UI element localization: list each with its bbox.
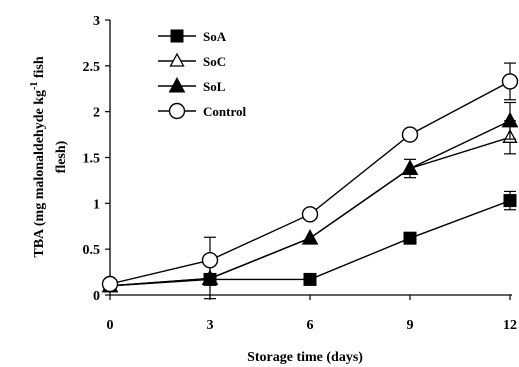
legend-label: SoL — [203, 79, 226, 94]
x-tick-label: 3 — [207, 318, 214, 333]
legend-item-soc: SoC — [158, 52, 226, 69]
data-point — [101, 275, 119, 293]
y-tick-label: 1 — [93, 197, 100, 212]
x-tick-label: 12 — [503, 318, 517, 333]
data-point — [201, 251, 219, 269]
series-control — [101, 62, 519, 293]
data-point — [501, 73, 519, 90]
y-tick-label: 0.5 — [83, 243, 101, 258]
data-point — [301, 206, 319, 223]
data-point — [503, 194, 517, 208]
y-axis-title-end: fish — [32, 56, 47, 82]
y-tick-label: 2.5 — [83, 60, 101, 75]
x-axis-title: Storage time (days) — [247, 350, 363, 365]
legend-label: SoA — [203, 29, 227, 44]
series-sol — [101, 101, 519, 293]
x-tick-label: 9 — [407, 318, 414, 333]
x-tick-label: 0 — [107, 318, 114, 333]
legend-item-soa: SoA — [158, 29, 227, 44]
marker-open-circle — [168, 102, 186, 120]
y-axis-ticks: 0 0.5 1 1.5 2 2.5 3 — [83, 14, 110, 304]
x-axis-ticks: 0 3 6 9 12 — [107, 295, 517, 333]
y-axis-title-main: TBA (mg malonaldehyde kg — [32, 90, 47, 258]
y-tick-label: 1.5 — [83, 152, 101, 167]
legend-label: SoC — [203, 54, 226, 69]
series-layer — [101, 62, 519, 300]
series-line — [109, 120, 511, 287]
data-point — [403, 231, 417, 245]
data-point — [501, 111, 519, 128]
y-tick-label: 2 — [93, 106, 100, 121]
legend-label: Control — [203, 104, 246, 119]
marker-open-triangle — [169, 52, 185, 67]
y-axis-title-line1: TBA (mg malonaldehyde kg-1 fish — [29, 56, 47, 257]
x-tick-label: 6 — [307, 318, 314, 333]
data-point — [401, 159, 419, 175]
legend-item-control: Control — [158, 102, 246, 120]
y-tick-label: 0 — [93, 289, 100, 304]
marker-square — [170, 29, 184, 43]
data-point — [401, 126, 419, 143]
data-point — [303, 272, 317, 286]
legend: SoA SoC SoL Control — [158, 29, 246, 120]
data-point — [301, 229, 319, 245]
y-axis-title-sup: -1 — [29, 82, 40, 90]
marker-filled-triangle — [168, 76, 186, 93]
legend-item-sol: SoL — [158, 76, 226, 94]
y-tick-label: 3 — [93, 14, 100, 29]
y-axis-title: TBA (mg malonaldehyde kg-1 fish flesh) — [29, 56, 69, 257]
y-axis-title-line2: flesh) — [54, 140, 69, 173]
